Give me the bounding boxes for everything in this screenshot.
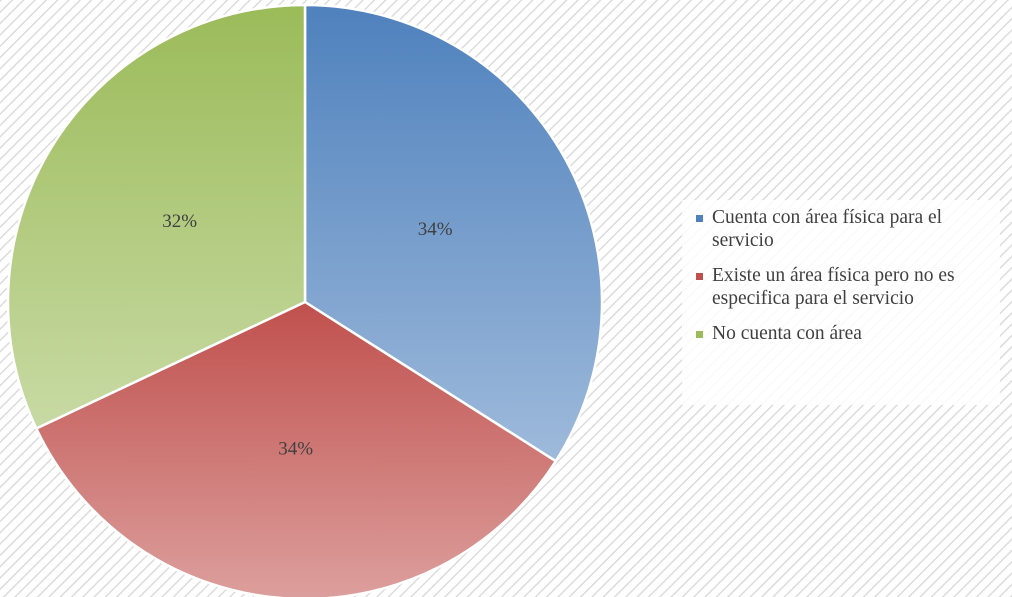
- legend-swatch: [696, 215, 703, 222]
- legend-label: Existe un área física pero no es especif…: [712, 265, 955, 309]
- legend-item: Existe un área física pero no es especif…: [696, 264, 994, 310]
- pie-slice: [34, 300, 558, 597]
- data-label: 34%: [278, 439, 313, 460]
- pie-slice: [303, 3, 604, 463]
- data-label: 32%: [162, 211, 197, 232]
- legend-label: No cuenta con área: [712, 323, 862, 344]
- pie-slice: [6, 3, 307, 431]
- legend-label: Cuenta con área física para el servicio: [712, 207, 943, 251]
- legend-swatch: [696, 273, 703, 280]
- legend-swatch: [696, 331, 703, 338]
- data-label: 34%: [418, 219, 453, 240]
- legend-item: Cuenta con área física para el servicio: [696, 206, 994, 252]
- legend-item: No cuenta con área: [696, 322, 994, 345]
- legend: Cuenta con área física para el servicio E…: [682, 200, 1000, 405]
